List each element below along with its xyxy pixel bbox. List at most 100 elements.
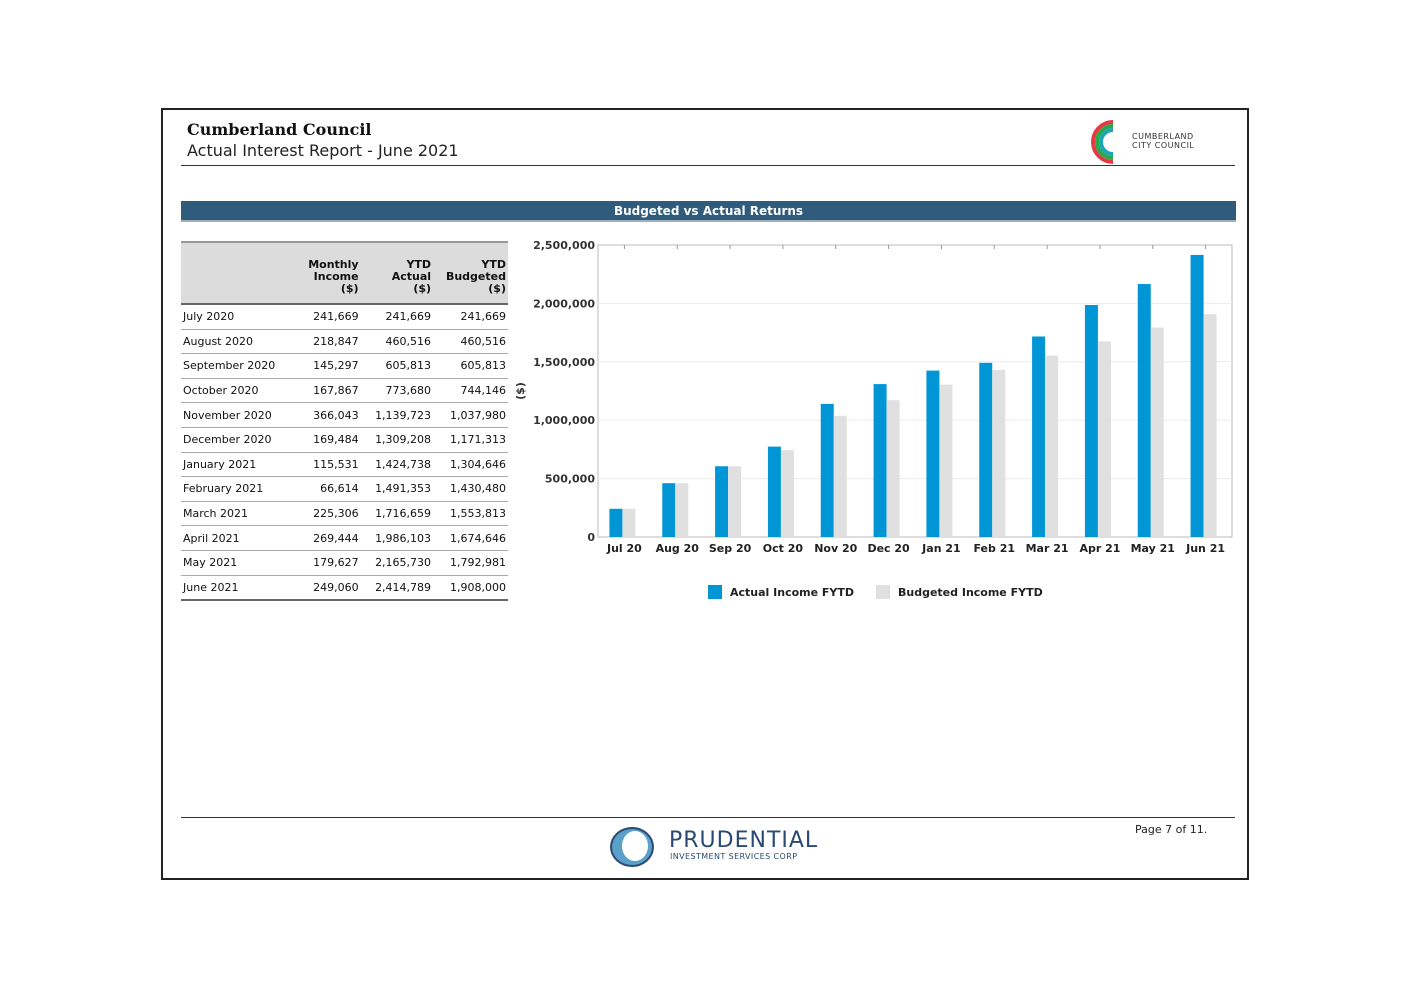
- x-tick-label: Apr 21: [1079, 542, 1120, 555]
- x-tick-label: May 21: [1131, 542, 1175, 555]
- table-row: October 2020 167,867 773,680 744,146: [181, 378, 508, 404]
- budgeted-bar: [1203, 314, 1217, 537]
- legend-swatch: [708, 585, 722, 599]
- table-body: July 2020 241,669 241,669 241,669 August 202…: [181, 302, 508, 602]
- budgeted-bar: [886, 400, 900, 537]
- budgeted-bar: [1045, 355, 1059, 537]
- actual-bar: [715, 466, 729, 537]
- value-cell: 179,627: [297, 550, 361, 576]
- month-cell: September 2020: [181, 353, 298, 379]
- column-header: Monthly Income ($): [297, 241, 361, 304]
- month-cell: January 2021: [181, 452, 298, 478]
- value-cell: 269,444: [297, 525, 361, 551]
- month-cell: October 2020: [181, 378, 298, 404]
- y-tick-label: 500,000: [545, 473, 595, 486]
- x-tick-label: Nov 20: [814, 542, 857, 555]
- table-row: November 2020 366,043 1,139,723 1,037,980: [181, 402, 508, 428]
- column-header: YTD Actual ($): [360, 241, 434, 304]
- month-cell: July 2020: [181, 302, 298, 330]
- month-cell: December 2020: [181, 427, 298, 453]
- value-cell: 1,304,646: [433, 452, 508, 478]
- value-cell: 460,516: [433, 329, 508, 355]
- actual-bar: [767, 446, 781, 537]
- table-row: July 2020 241,669 241,669 241,669: [181, 302, 508, 330]
- month-cell: August 2020: [181, 329, 298, 355]
- legend-label: Budgeted Income FYTD: [898, 586, 1043, 599]
- value-cell: 1,037,980: [433, 402, 508, 428]
- legend-swatch: [876, 585, 890, 599]
- actual-bar: [979, 362, 993, 537]
- actual-bar: [1032, 336, 1046, 537]
- value-cell: 2,165,730: [360, 550, 434, 576]
- value-cell: 1,986,103: [360, 525, 434, 551]
- plot-area: [597, 244, 1233, 538]
- value-cell: 366,043: [297, 402, 361, 428]
- actual-bar: [873, 384, 887, 537]
- actual-bar: [926, 370, 940, 537]
- table-row: September 2020 145,297 605,813 605,813: [181, 353, 508, 379]
- value-cell: 1,171,313: [433, 427, 508, 453]
- budgeted-bar: [728, 466, 742, 537]
- month-cell: November 2020: [181, 402, 298, 428]
- value-cell: 1,792,981: [433, 550, 508, 576]
- column-header: [181, 241, 298, 304]
- table-row: February 2021 66,614 1,491,353 1,430,480: [181, 476, 508, 502]
- y-tick-label: 0: [587, 531, 595, 544]
- value-cell: 1,908,000: [433, 575, 508, 602]
- actual-bar: [662, 483, 676, 537]
- y-tick-label: 2,500,000: [533, 239, 595, 252]
- prudential-subtitle: INVESTMENT SERVICES CORP: [670, 852, 798, 861]
- section-title: Budgeted vs Actual Returns: [181, 201, 1236, 220]
- x-tick-label: Aug 20: [656, 542, 700, 555]
- value-cell: 169,484: [297, 427, 361, 453]
- y-axis-label: ($): [514, 382, 527, 400]
- value-cell: 1,309,208: [360, 427, 434, 453]
- x-tick-label: Oct 20: [763, 542, 804, 555]
- value-cell: 241,669: [297, 302, 361, 330]
- y-tick-label: 2,000,000: [533, 297, 595, 310]
- returns-chart: 0 500,000 1,000,000 1,500,000 2,000,000 2,500…: [514, 239, 1233, 599]
- value-cell: 1,424,738: [360, 452, 434, 478]
- budgeted-bar: [992, 369, 1006, 537]
- report-subtitle: Actual Interest Report - June 2021: [187, 141, 459, 160]
- value-cell: 1,491,353: [360, 476, 434, 502]
- y-tick-label: 1,000,000: [533, 414, 595, 427]
- value-cell: 249,060: [297, 575, 361, 602]
- table-header-row: Monthly Income ($) YTD Actual ($) YTD Budgeted(…: [181, 241, 508, 304]
- table-row: April 2021 269,444 1,986,103 1,674,646: [181, 525, 508, 551]
- legend-label: Actual Income FYTD: [730, 586, 854, 599]
- income-table: Monthly Income ($) YTD Actual ($) YTD Budgeted(…: [181, 241, 508, 602]
- budgeted-bar: [622, 508, 636, 537]
- value-cell: 241,669: [360, 302, 434, 330]
- value-cell: 605,813: [433, 353, 508, 379]
- y-tick-label: 1,500,000: [533, 356, 595, 369]
- value-cell: 744,146: [433, 378, 508, 404]
- report-page: Cumberland Council Actual Interest Repor…: [161, 108, 1249, 880]
- actual-bar: [820, 403, 834, 537]
- x-tick-label: Feb 21: [973, 542, 1015, 555]
- x-tick-label: Jun 21: [1185, 542, 1225, 555]
- x-tick-label: Sep 20: [709, 542, 752, 555]
- value-cell: 460,516: [360, 329, 434, 355]
- footer-rule: [181, 817, 1235, 818]
- value-cell: 145,297: [297, 353, 361, 379]
- table-row: March 2021 225,306 1,716,659 1,553,813: [181, 501, 508, 527]
- header-rule: [181, 165, 1235, 166]
- prudential-logo-icon: [610, 827, 654, 867]
- value-cell: 66,614: [297, 476, 361, 502]
- value-cell: 225,306: [297, 501, 361, 527]
- x-tick-label: Dec 20: [867, 542, 910, 555]
- logo-line2: CITY COUNCIL: [1132, 141, 1195, 150]
- budgeted-bar: [780, 450, 794, 537]
- table-header: Monthly Income ($) YTD Actual ($) YTD Budgeted(…: [181, 241, 508, 304]
- table-row: May 2021 179,627 2,165,730 1,792,981: [181, 550, 508, 576]
- cumberland-logo: [1091, 120, 1114, 164]
- budgeted-bar: [833, 415, 847, 537]
- value-cell: 241,669: [433, 302, 508, 330]
- budgeted-bar: [1097, 341, 1111, 537]
- x-tick-label: Mar 21: [1026, 542, 1069, 555]
- table-row: January 2021 115,531 1,424,738 1,304,646: [181, 452, 508, 478]
- actual-bar: [1084, 305, 1098, 537]
- budgeted-bar: [939, 384, 953, 537]
- month-cell: February 2021: [181, 476, 298, 502]
